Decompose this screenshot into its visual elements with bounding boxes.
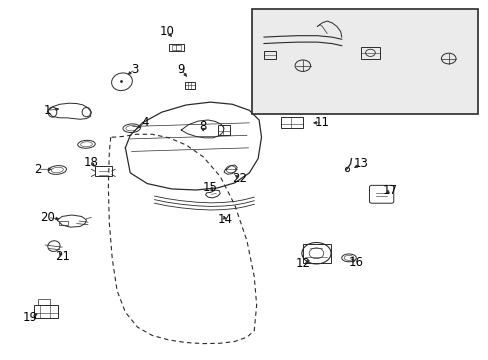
Text: 20: 20	[40, 211, 55, 224]
Text: 16: 16	[348, 256, 363, 269]
Text: 14: 14	[217, 213, 232, 226]
Bar	[95, 166, 112, 176]
Bar	[184, 82, 195, 89]
Bar	[169, 44, 183, 51]
Bar	[217, 125, 229, 135]
Text: 18: 18	[84, 156, 99, 168]
Text: 1: 1	[44, 104, 51, 117]
Text: 10: 10	[159, 25, 174, 38]
Text: 13: 13	[353, 157, 368, 170]
Bar	[38, 298, 50, 305]
Bar	[59, 221, 68, 225]
Bar	[34, 305, 58, 318]
Text: 7: 7	[279, 36, 286, 49]
Text: 12: 12	[295, 257, 310, 270]
Bar	[281, 117, 302, 128]
Text: 3: 3	[131, 63, 139, 76]
Bar	[171, 45, 181, 50]
Text: 19: 19	[23, 311, 38, 324]
Text: 2: 2	[34, 163, 41, 176]
Text: 21: 21	[55, 250, 69, 263]
Bar	[251, 9, 477, 114]
Bar	[264, 51, 276, 59]
Text: 22: 22	[232, 172, 246, 185]
Bar	[361, 47, 379, 59]
Text: 15: 15	[203, 181, 218, 194]
Text: 6: 6	[376, 52, 384, 65]
Text: 8: 8	[199, 120, 206, 133]
Bar	[302, 244, 330, 263]
Text: 4: 4	[141, 116, 148, 129]
Text: 17: 17	[382, 184, 397, 197]
Text: 9: 9	[177, 63, 184, 76]
Text: 11: 11	[314, 116, 329, 129]
Text: 5: 5	[466, 52, 473, 65]
